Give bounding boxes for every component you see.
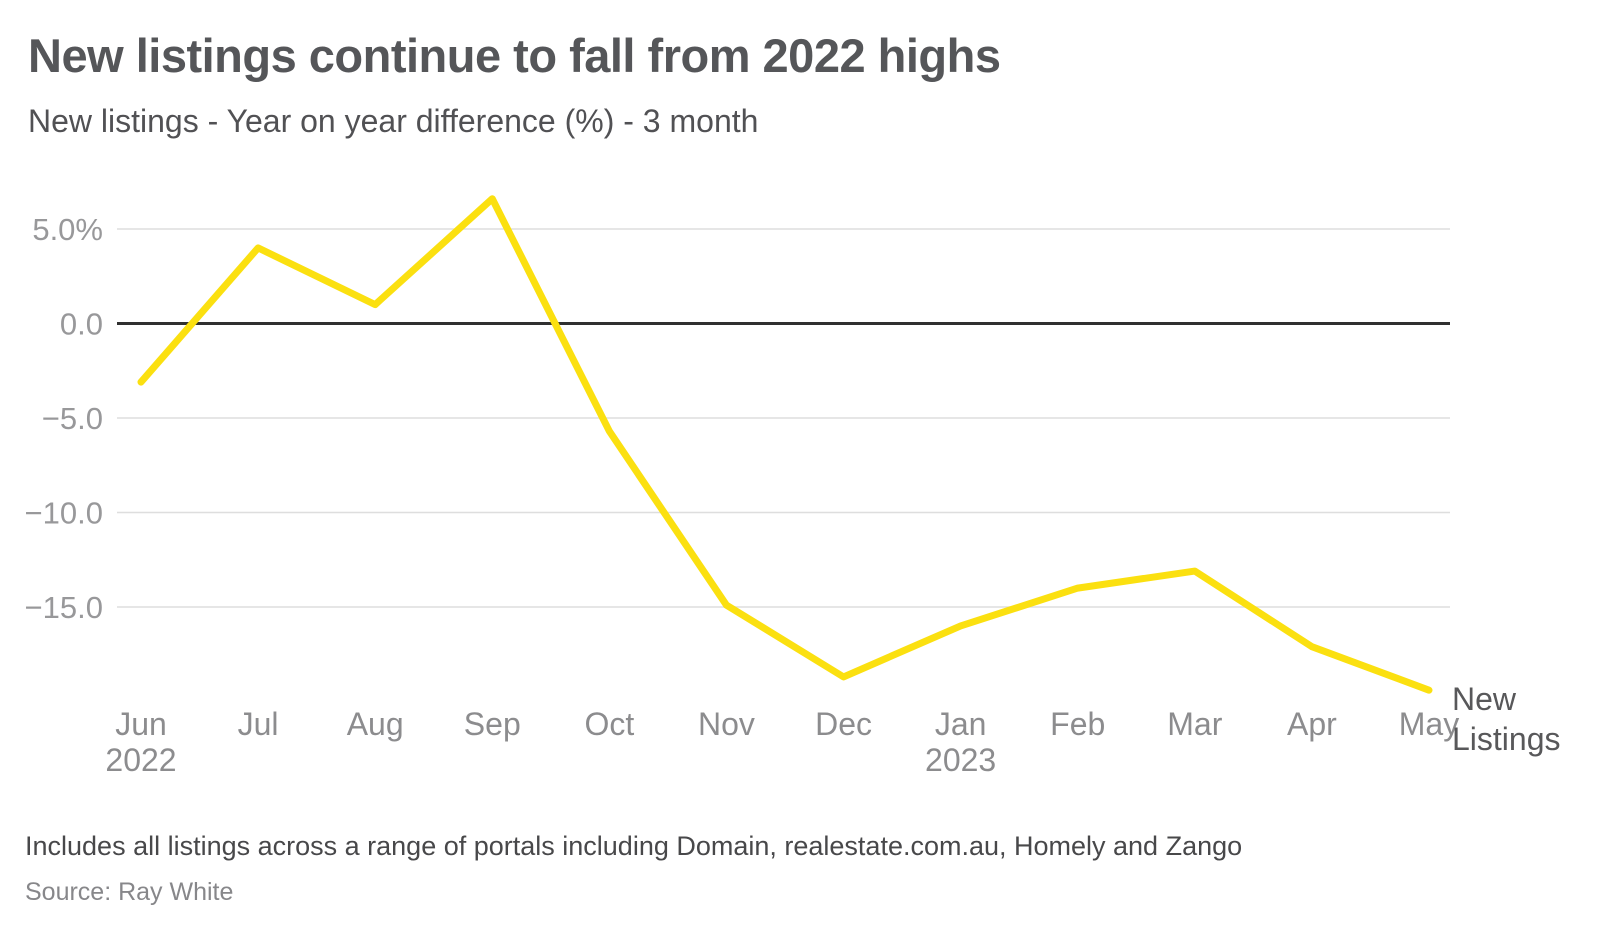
month-label: May	[1399, 706, 1459, 742]
month-label: Jun	[115, 706, 167, 742]
chart-title: New listings continue to fall from 2022 …	[28, 29, 1001, 82]
month-label: Sep	[464, 706, 521, 742]
year-label: 2022	[105, 742, 176, 778]
y-tick-label: −10.0	[25, 496, 103, 531]
y-tick-label: −15.0	[25, 590, 103, 625]
month-label: Mar	[1167, 706, 1222, 742]
month-label: Dec	[815, 706, 872, 742]
series-end-label: New	[1452, 681, 1517, 717]
month-label: Feb	[1050, 706, 1105, 742]
year-label: 2023	[925, 742, 996, 778]
month-label: Jan	[935, 706, 987, 742]
footnote: Includes all listings across a range of …	[25, 831, 1243, 861]
series-line	[137, 195, 1433, 694]
month-label: Oct	[584, 706, 634, 742]
month-label: Apr	[1287, 706, 1337, 742]
y-tick-label: −5.0	[42, 401, 103, 436]
source-note: Source: Ray White	[25, 878, 234, 906]
month-label: Aug	[347, 706, 404, 742]
month-label: Nov	[698, 706, 755, 742]
month-label: Jul	[238, 706, 279, 742]
y-tick-label: 0.0	[60, 307, 103, 342]
series-end-label: Listings	[1452, 721, 1561, 757]
y-tick-label: 5.0%	[32, 212, 103, 247]
chart-subtitle: New listings - Year on year difference (…	[28, 103, 759, 139]
